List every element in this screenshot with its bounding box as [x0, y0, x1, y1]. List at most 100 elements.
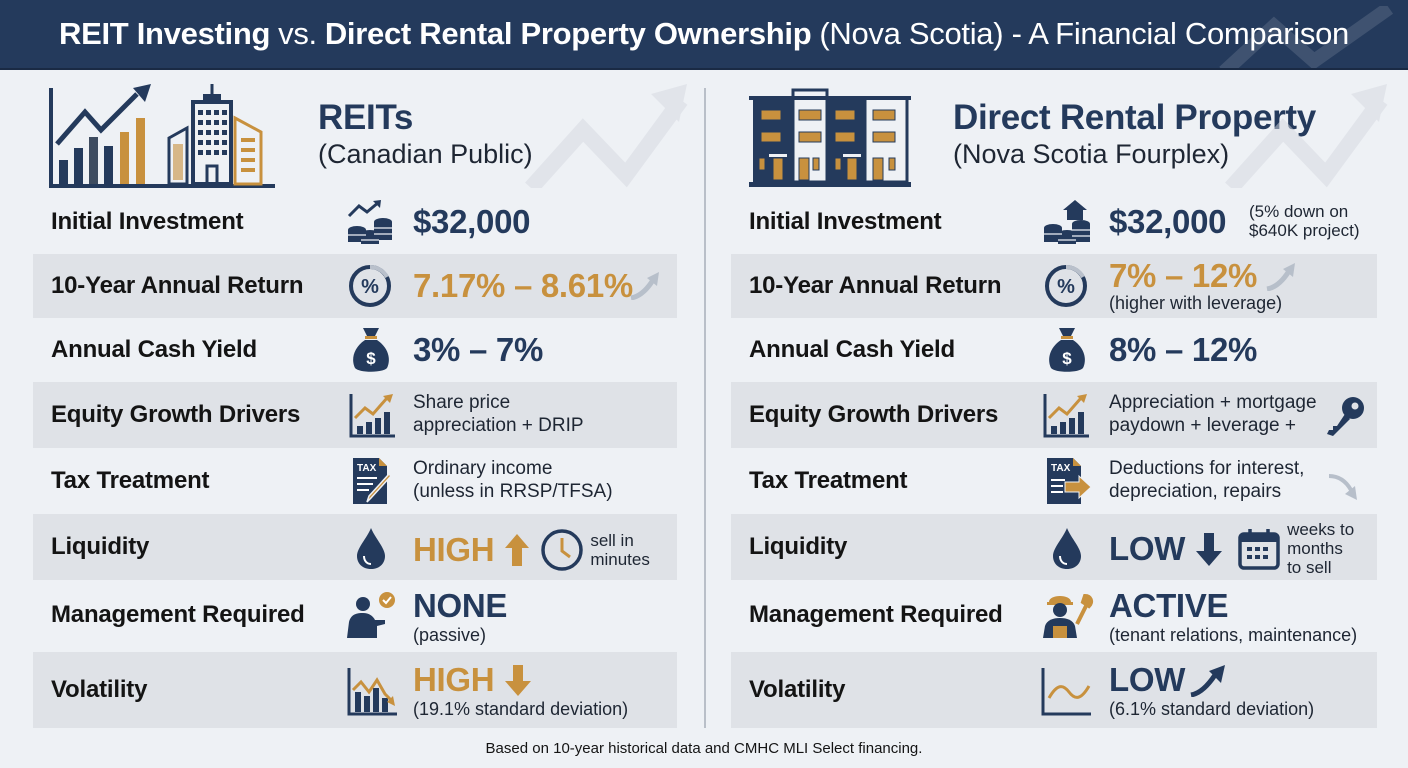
row-label: Tax Treatment — [749, 467, 908, 494]
rental-row-initial-investment: Initial Investment $32,000 (5% down on $… — [731, 190, 1377, 254]
value: HIGH — [413, 531, 495, 568]
equity-growth-description: Appreciation + mortgage paydown + levera… — [1109, 392, 1317, 436]
sell-time-note: sell in minutes — [590, 531, 650, 569]
row-label: 10-Year Annual Return — [51, 272, 304, 299]
watermark-chart-icon — [525, 84, 688, 188]
row-label: Volatility — [749, 676, 846, 703]
money-bag-icon: $ — [353, 328, 389, 372]
coins-trend-icon — [347, 200, 392, 244]
value: 7% – 12% — [1109, 257, 1258, 294]
title-direct-rental: Direct Rental Property Ownership — [324, 16, 812, 51]
value: NONE — [413, 587, 508, 624]
value: 3% – 7% — [413, 331, 543, 368]
rental-row-volatility: Volatility LOW (6.1% standard deviation) — [731, 652, 1377, 728]
sell-time-note: weeks to months to sell — [1287, 520, 1355, 577]
title-subtitle: (Nova Scotia) - A Financial Comparison — [819, 16, 1349, 51]
row-label: Management Required — [749, 601, 1003, 628]
return-value-group: 7% – 12% (higher with leverage) — [1109, 258, 1299, 313]
rental-header: Direct Rental Property (Nova Scotia Four… — [731, 70, 1388, 190]
chart-and-buildings-icon — [49, 84, 275, 188]
percent-circle-icon: % — [349, 264, 391, 307]
reit-title-block: REITs (Canadian Public) — [318, 98, 533, 170]
svg-text:$: $ — [366, 349, 376, 368]
clock-icon — [541, 529, 584, 571]
title-reit: REIT Investing — [59, 16, 271, 51]
svg-text:TAX: TAX — [1051, 463, 1071, 474]
coins-house-icon — [1044, 200, 1090, 244]
value-note: (6.1% standard deviation) — [1109, 699, 1315, 719]
reit-row-annual-return: 10-Year Annual Return % 7.17% – 8.61% — [33, 254, 677, 318]
watermark-chart-icon — [1219, 6, 1394, 68]
row-label: Management Required — [51, 601, 305, 628]
title-vs: vs. — [278, 16, 317, 51]
value: LOW — [1109, 661, 1186, 698]
row-label: Annual Cash Yield — [51, 336, 257, 363]
rental-title-block: Direct Rental Property (Nova Scotia Four… — [953, 98, 1316, 170]
title-bar: REIT Investing vs. Direct Rental Propert… — [0, 0, 1408, 70]
rental-row-liquidity: Liquidity LOW weeks to months to sell — [731, 514, 1377, 580]
rental-row-equity-growth: Equity Growth Drivers Appreciation + mor… — [731, 382, 1377, 448]
management-value-group: ACTIVE (tenant relations, maintenance) — [1109, 588, 1357, 646]
value-note: (tenant relations, maintenance) — [1109, 625, 1358, 645]
reit-row-equity-growth: Equity Growth Drivers Share price apprec… — [33, 382, 677, 448]
reit-subtitle: (Canadian Public) — [318, 139, 533, 169]
arrow-down-right-icon — [1328, 474, 1357, 500]
growth-chart-icon — [349, 394, 395, 438]
value-note: (passive) — [413, 625, 487, 645]
worker-wrench-icon — [1043, 593, 1094, 638]
tax-document-arrow-icon: TAX — [1047, 458, 1092, 504]
row-label: Liquidity — [749, 533, 848, 560]
svg-text:%: % — [1057, 276, 1075, 298]
value: LOW — [1109, 529, 1186, 567]
arrow-up-right-icon — [1190, 665, 1226, 697]
rental-panel: Direct Rental Property (Nova Scotia Four… — [731, 70, 1388, 728]
arrow-down-icon — [505, 665, 532, 696]
liquidity-value-group: HIGH sell in minutes — [413, 528, 650, 572]
row-label: Liquidity — [51, 533, 150, 560]
watermark-chart-icon — [1225, 84, 1388, 188]
arrow-up-right-icon — [630, 272, 659, 300]
rental-title: Direct Rental Property — [953, 98, 1316, 137]
reit-row-tax-treatment: Tax Treatment TAX Ordinary income (unles… — [33, 448, 677, 514]
value: $32,000 — [1109, 203, 1227, 240]
fourplex-building-icon — [749, 88, 911, 187]
arrow-up-right-icon — [1266, 263, 1296, 291]
volatile-chart-icon — [347, 668, 397, 716]
calendar-icon — [1238, 528, 1280, 570]
column-divider — [704, 88, 706, 728]
tax-document-pencil-icon: TAX — [353, 458, 393, 504]
reit-panel: REITs (Canadian Public) Initial Investme… — [33, 70, 688, 728]
rental-row-cash-yield: Annual Cash Yield $ 8% – 12% — [731, 318, 1377, 382]
reit-row-liquidity: Liquidity HIGH sell in minutes — [33, 514, 677, 580]
arrow-up-icon — [505, 534, 530, 566]
reit-row-initial-investment: Initial Investment $32,000 — [33, 190, 677, 254]
value-note: (higher with leverage) — [1109, 293, 1283, 313]
reit-title: REITs — [318, 98, 414, 137]
liquidity-value-group: LOW weeks to months to sell — [1109, 520, 1354, 577]
equity-growth-description: Share price appreciation + DRIP — [413, 392, 584, 436]
water-drop-icon — [1053, 528, 1081, 569]
value: 8% – 12% — [1109, 331, 1258, 368]
rental-row-annual-return: 10-Year Annual Return % 7% – 12% (higher… — [731, 254, 1377, 318]
value-note: (19.1% standard deviation) — [413, 699, 629, 719]
row-label: Equity Growth Drivers — [51, 401, 301, 428]
svg-text:$: $ — [1062, 349, 1072, 368]
svg-text:TAX: TAX — [357, 463, 377, 474]
row-label: Volatility — [51, 676, 148, 703]
money-bag-icon: $ — [1049, 328, 1085, 372]
footer-note: Based on 10-year historical data and CMH… — [485, 740, 923, 757]
value: ACTIVE — [1109, 587, 1229, 624]
reit-header: REITs (Canadian Public) — [33, 70, 688, 190]
rental-subtitle: (Nova Scotia Fourplex) — [953, 139, 1230, 169]
row-label: Initial Investment — [749, 208, 942, 235]
reit-row-management: Management Required NONE (passive) — [33, 580, 677, 650]
arrow-down-icon — [1196, 532, 1223, 566]
volatility-value-group: HIGH (19.1% standard deviation) — [413, 662, 628, 720]
reit-row-volatility: Volatility HIGH (19.1% standard deviatio… — [33, 652, 677, 728]
water-drop-icon — [357, 528, 385, 569]
svg-text:%: % — [361, 276, 379, 298]
row-label: 10-Year Annual Return — [749, 272, 1002, 299]
value: $32,000 — [413, 203, 531, 240]
rental-row-management: Management Required ACTIVE (tenant relat… — [731, 580, 1377, 650]
volatility-value-group: LOW (6.1% standard deviation) — [1109, 662, 1314, 720]
